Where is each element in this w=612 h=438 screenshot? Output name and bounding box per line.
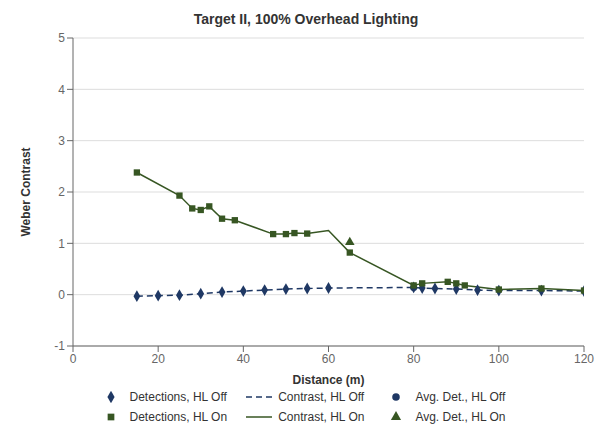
- svg-text:0: 0: [58, 288, 65, 302]
- svg-text:4: 4: [58, 83, 65, 97]
- svg-text:5: 5: [58, 31, 65, 45]
- svg-text:100: 100: [489, 352, 509, 366]
- html-text:Detections, HL On: Detections, HL On: [129, 410, 228, 424]
- svg-text:1: 1: [58, 237, 65, 251]
- html-text:Contrast, HL On: Contrast, HL On: [278, 410, 365, 424]
- html-text:Detections, HL Off: Detections, HL Off: [129, 390, 227, 404]
- html-text:Avg. Det., HL On: Avg. Det., HL On: [415, 410, 506, 424]
- svg-text:0: 0: [70, 352, 77, 366]
- svg-text:2: 2: [58, 185, 65, 199]
- svg-text:20: 20: [151, 352, 165, 366]
- svg-text:80: 80: [407, 352, 421, 366]
- html-text:Avg. Det., HL Off: Avg. Det., HL Off: [415, 390, 506, 404]
- svg-text:Distance (m): Distance (m): [292, 373, 364, 387]
- svg-text:-1: -1: [54, 339, 65, 353]
- svg-text:60: 60: [322, 352, 336, 366]
- svg-text:3: 3: [58, 134, 65, 148]
- html-text:Contrast, HL Off: Contrast, HL Off: [278, 390, 365, 404]
- svg-text:Weber Contrast: Weber Contrast: [19, 147, 33, 236]
- svg-text:120: 120: [574, 352, 594, 366]
- svg-text:40: 40: [237, 352, 251, 366]
- html-text:Target II, 100% Overhead Light: Target II, 100% Overhead Lighting: [193, 11, 419, 27]
